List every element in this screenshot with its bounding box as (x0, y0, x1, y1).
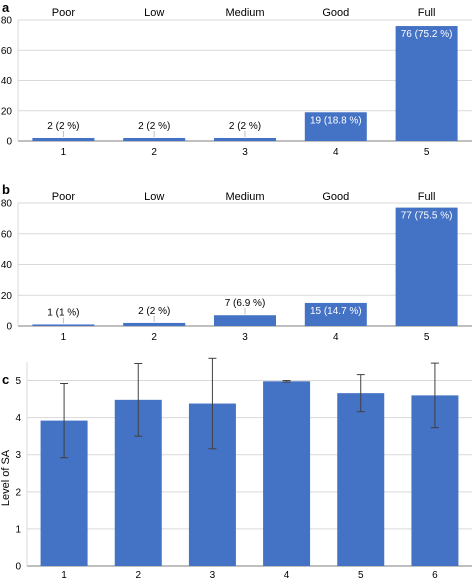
level-label: Low (144, 7, 164, 19)
x-tick-label: 2 (151, 147, 157, 158)
data-label: 2 (2 %) (47, 121, 79, 132)
y-tick-label: 1 (15, 524, 21, 535)
level-label: Medium (225, 7, 264, 19)
x-tick-label: 2 (151, 332, 157, 343)
y-tick-label: 0 (6, 137, 12, 148)
x-tick-label: 3 (242, 147, 248, 158)
bar (214, 137, 276, 141)
bar (395, 26, 458, 141)
x-tick-label: 6 (432, 570, 438, 580)
y-tick-label: 80 (1, 16, 13, 27)
bar (304, 302, 367, 326)
y-tick-label: 80 (1, 199, 13, 210)
y-tick-label: 4 (15, 413, 21, 424)
data-label: 77 (75.5 %) (401, 211, 453, 222)
bar (263, 381, 311, 566)
x-tick-label: 4 (284, 570, 290, 580)
level-label: Low (144, 191, 164, 203)
y-tick-label: 40 (1, 76, 13, 87)
data-label: 2 (2 %) (229, 121, 261, 132)
x-tick-label: 4 (333, 147, 339, 158)
chart-panel-c: 0 1 2 3 4 5 1 2 3 4 5 6 (15, 357, 472, 580)
bar (214, 315, 276, 326)
level-label: Full (418, 7, 436, 19)
y-tick-label: 60 (1, 229, 13, 240)
x-tick-label: 1 (61, 570, 67, 580)
data-label: 1 (1 %) (47, 307, 79, 318)
y-tick-label: 60 (1, 46, 13, 57)
x-tick-label: 1 (61, 147, 67, 158)
x-tick-label: 2 (135, 570, 141, 580)
x-tick-label: 5 (358, 570, 364, 580)
x-tick-label: 5 (424, 147, 430, 158)
data-label: 19 (18.8 %) (310, 115, 362, 126)
chart-panel-b: 0 20 40 60 80 Poor Low Medium Good Full 1 1 (1 %) 2 2… (1, 191, 472, 343)
level-label: Poor (52, 7, 76, 19)
panel-a-label: a (2, 0, 10, 15)
level-label: Poor (52, 191, 76, 203)
y-tick-label: 0 (6, 322, 12, 333)
data-label: 15 (14.7 %) (310, 306, 362, 317)
x-tick-label: 1 (61, 332, 67, 343)
y-tick-label: 2 (15, 487, 21, 498)
bar (304, 112, 367, 141)
bar (32, 324, 95, 326)
data-label: 2 (2 %) (138, 306, 170, 317)
bar (123, 137, 186, 141)
y-tick-label: 5 (15, 376, 21, 387)
y-tick-label: 3 (15, 450, 21, 461)
level-label: Medium (225, 191, 264, 203)
level-label: Full (418, 191, 436, 203)
chart-panel-a: 0 20 40 60 80 Poor Low Medium Good Full 1 2 (2 %) 2 2… (1, 7, 472, 158)
x-tick-label: 5 (424, 332, 430, 343)
x-tick-label: 3 (210, 570, 216, 580)
y-axis-label: Level of SA (0, 449, 12, 506)
x-tick-label: 3 (242, 332, 248, 343)
y-tick-label: 20 (1, 291, 13, 302)
data-label: 76 (75.2 %) (401, 29, 453, 40)
x-tick-label: 4 (333, 332, 339, 343)
data-label: 2 (2 %) (138, 121, 170, 132)
y-tick-label: 20 (1, 106, 13, 117)
bar (32, 137, 95, 141)
panel-b-label: b (2, 182, 10, 197)
bar (395, 207, 458, 326)
bar (123, 322, 186, 326)
data-label: 7 (6.9 %) (225, 298, 266, 309)
level-label: Good (322, 191, 349, 203)
panel-c-label: c (2, 372, 9, 387)
level-label: Good (322, 7, 349, 19)
bar (337, 393, 385, 566)
y-tick-label: 0 (15, 562, 21, 573)
y-tick-label: 40 (1, 260, 13, 271)
